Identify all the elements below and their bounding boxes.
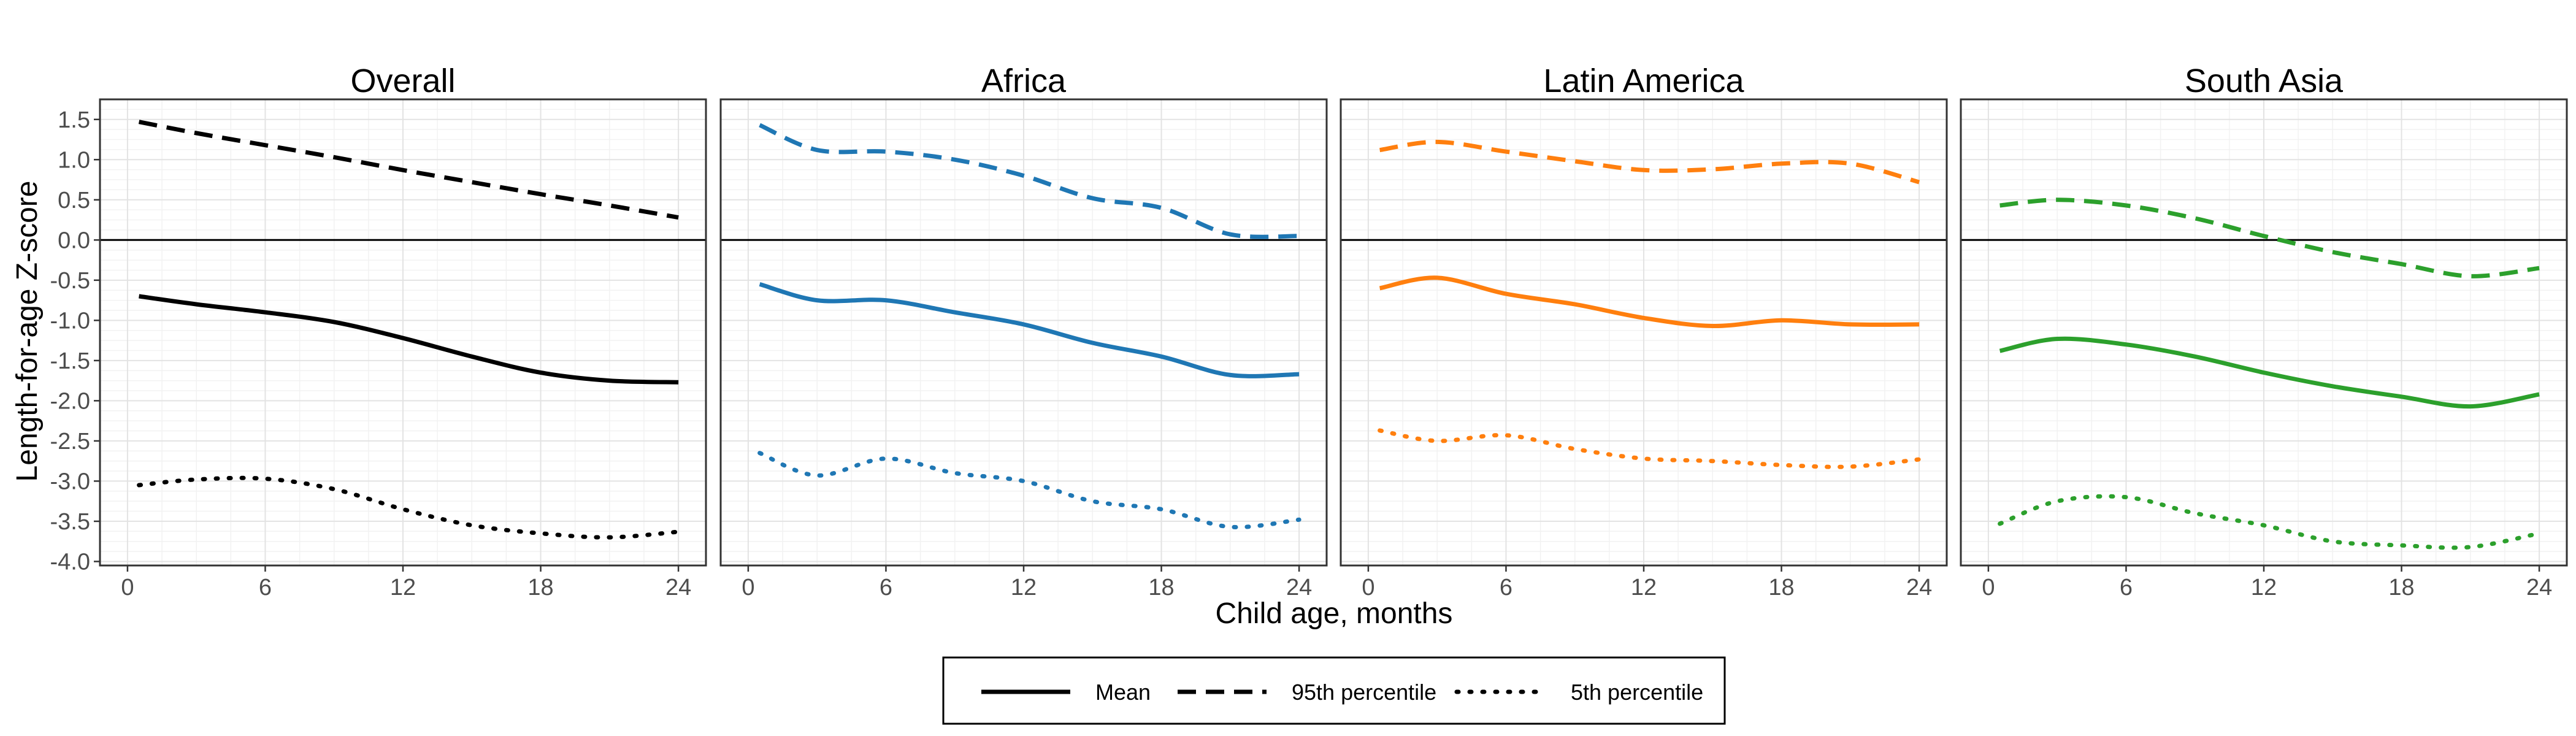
x-tick-label: 6 <box>1500 575 1512 600</box>
x-axis-title: Child age, months <box>1216 597 1453 630</box>
legend: Mean 95th percentile 5th percentile <box>942 656 1726 725</box>
panel-south-asia: South Asia 0 6 12 18 24 <box>1960 63 2568 600</box>
x-tick-label: 12 <box>390 575 416 600</box>
x-tick-label: 18 <box>2388 575 2414 600</box>
series-line-dotted <box>1998 494 2542 550</box>
legend-label: 5th percentile <box>1571 680 1703 705</box>
y-tick-label: -2.0 <box>50 388 90 414</box>
series-line-solid <box>139 294 679 385</box>
x-tick-label: 6 <box>259 575 272 600</box>
x-tick-label: 24 <box>665 575 691 600</box>
legend-items: Mean 95th percentile 5th percentile <box>981 680 1703 705</box>
series-line-solid <box>759 282 1300 378</box>
panel-africa: Africa 0 6 12 18 24 <box>719 63 1328 600</box>
legend-label: 95th percentile <box>1292 680 1436 705</box>
x-tick-label: 0 <box>1362 575 1374 600</box>
x-tick-label: 24 <box>1286 575 1312 600</box>
x-tick-label: 18 <box>1148 575 1174 600</box>
y-tick-label: -4.0 <box>50 549 90 575</box>
x-tick-label: 18 <box>527 575 553 600</box>
x-tick-label: 24 <box>2526 575 2552 600</box>
y-tick-label: 0.0 <box>58 228 90 253</box>
y-tick-label: -0.5 <box>50 268 90 294</box>
legend-label: Mean <box>1095 680 1151 705</box>
panel-title: Overall <box>350 63 455 99</box>
series-line-dotted <box>1378 428 1922 469</box>
y-tick-label: 0.5 <box>58 188 90 213</box>
panel-overall: Overall 0 6 12 18 24 <box>99 63 707 600</box>
x-tick-label: 12 <box>1011 575 1037 600</box>
x-tick-label: 0 <box>742 575 754 600</box>
y-tick-label: -2.5 <box>50 429 90 454</box>
x-tick-label: 12 <box>2251 575 2277 600</box>
panel-title: Africa <box>981 63 1067 99</box>
x-tick-label: 0 <box>1982 575 1995 600</box>
x-tick-label: 24 <box>1906 575 1932 600</box>
y-tick-label: -1.5 <box>50 348 90 374</box>
y-tick-label: -3.0 <box>50 469 90 494</box>
series-line-solid <box>1379 275 1920 329</box>
x-tick-label: 18 <box>1768 575 1794 600</box>
series-line-solid <box>1999 336 2540 409</box>
legend-box <box>942 656 1726 725</box>
x-tick-label: 6 <box>880 575 892 600</box>
y-axis-title: Length-for-age Z-score <box>11 181 44 482</box>
x-tick-label: 12 <box>1631 575 1657 600</box>
series-line-dashed <box>138 120 679 220</box>
y-axis: 1.5 1.0 0.5 0.0 -0.5 -1.0 -1.5 -2.0 -2.5 -3.0 -3.5… <box>50 107 100 575</box>
y-tick-label: -3.5 <box>50 509 90 535</box>
panel-title: South Asia <box>2185 63 2344 99</box>
y-tick-label: -1.0 <box>50 308 90 334</box>
y-tick-label: 1.5 <box>58 107 90 133</box>
series-line-dotted <box>757 451 1301 530</box>
series-line-dashed <box>759 123 1300 239</box>
y-tick-label: 1.0 <box>58 147 90 173</box>
series-line-dashed <box>1379 139 1920 185</box>
series-line-dashed <box>1999 197 2540 278</box>
x-tick-label: 6 <box>2120 575 2133 600</box>
x-tick-label: 0 <box>121 575 134 600</box>
panel-latin-america: Latin America 0 6 12 18 24 <box>1340 63 1948 600</box>
panel-title: Latin America <box>1543 63 1744 99</box>
